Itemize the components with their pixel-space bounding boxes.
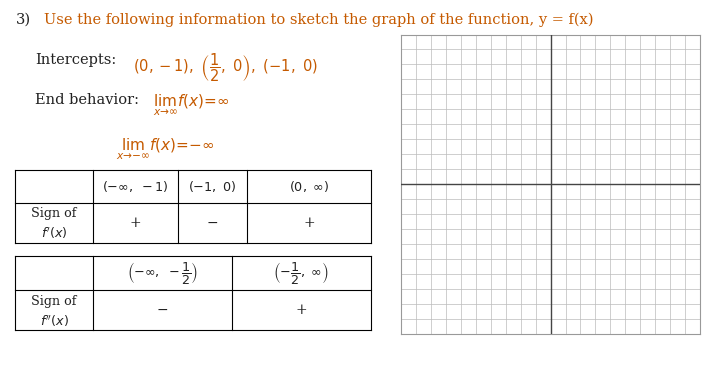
Text: $(0,\ \infty)$: $(0,\ \infty)$ [289,178,329,194]
Text: +: + [303,216,315,230]
Text: $\lim_{x\to -\infty} f(x) = -\infty$: $\lim_{x\to -\infty} f(x) = -\infty$ [116,137,214,162]
Text: $\lim_{x\to\infty} f(x) = \infty$: $\lim_{x\to\infty} f(x) = \infty$ [152,93,229,118]
Text: $(-1,\ 0)$: $(-1,\ 0)$ [188,178,237,194]
Text: $f'(x)$: $f'(x)$ [40,226,67,241]
Text: −: − [206,216,218,230]
Text: $f''(x)$: $f''(x)$ [40,314,69,329]
Text: Intercepts:: Intercepts: [35,53,116,67]
Text: $\left(-\dfrac{1}{2},\ \infty\right)$: $\left(-\dfrac{1}{2},\ \infty\right)$ [274,260,329,286]
Text: Use the following information to sketch the graph of the function, y = f(x): Use the following information to sketch … [45,13,594,27]
Text: Sign of: Sign of [31,295,77,308]
Text: Sign of: Sign of [31,207,77,220]
Text: −: − [157,303,168,317]
Text: +: + [129,216,141,230]
Text: End behavior:: End behavior: [35,93,139,107]
Text: 3): 3) [15,13,30,27]
Text: +: + [295,303,307,317]
Text: $\left(-\infty,\ -\dfrac{1}{2}\right)$: $\left(-\infty,\ -\dfrac{1}{2}\right)$ [126,260,198,286]
Text: $(0, -1),\ \left(\dfrac{1}{2},\ 0\right),\ (-1,\ 0)$: $(0, -1),\ \left(\dfrac{1}{2},\ 0\right)… [134,51,318,84]
Text: $(-\infty,\ -1)$: $(-\infty,\ -1)$ [102,178,168,194]
